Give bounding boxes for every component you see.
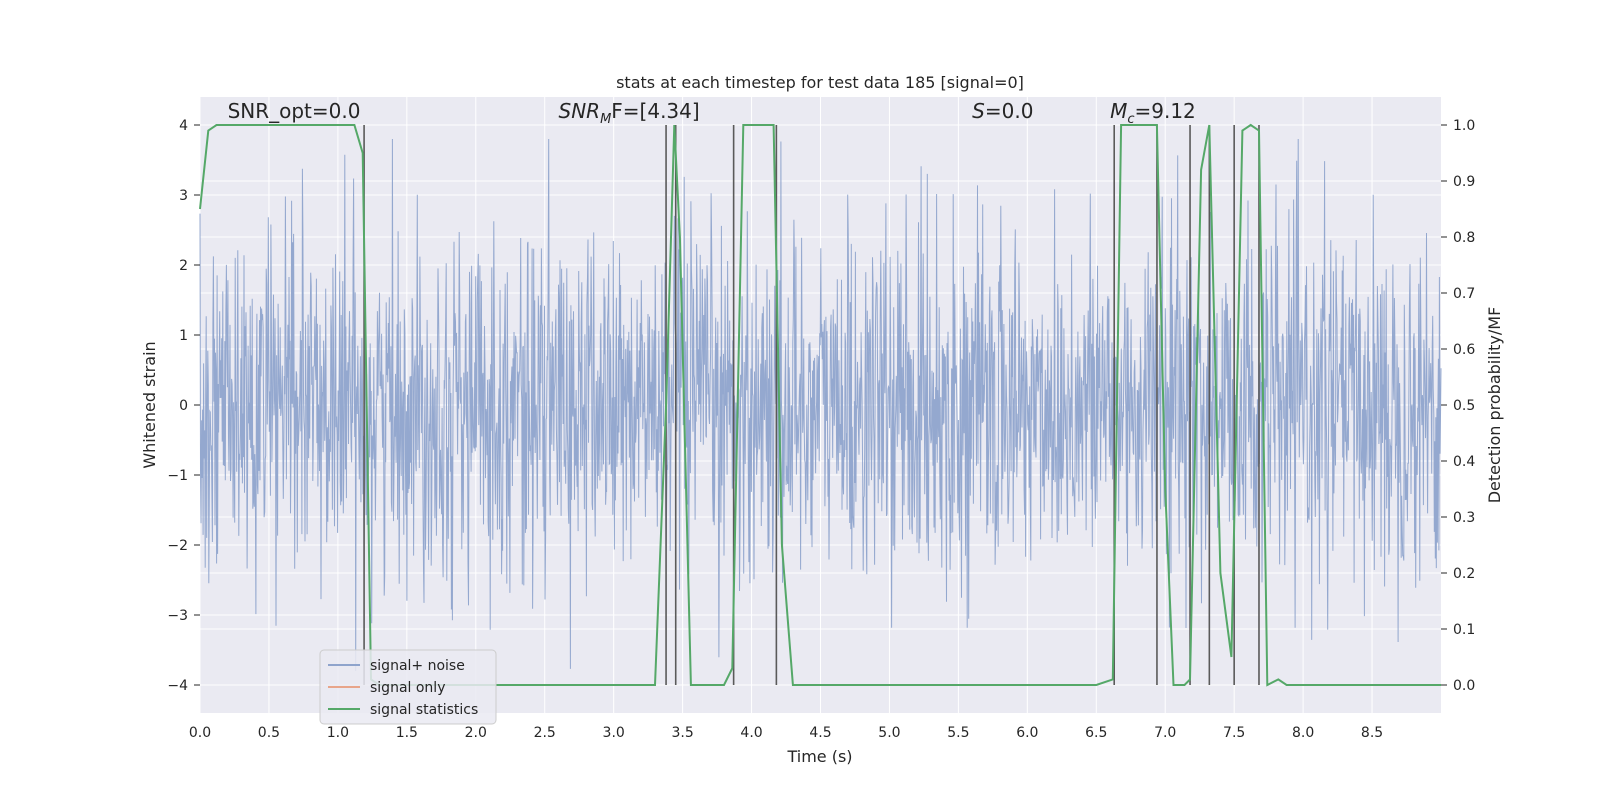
y2-tick-label: 0.8	[1453, 230, 1475, 246]
x-tick-label: 4.5	[809, 725, 831, 741]
x-tick-label: 7.5	[1223, 725, 1245, 741]
x-tick-label: 1.5	[396, 725, 418, 741]
legend: signal+ noise signal only signal statist…	[319, 649, 497, 725]
chart-title: stats at each timestep for test data 185…	[616, 73, 1024, 92]
y2-tick-label: 0.9	[1453, 174, 1475, 190]
y2-axis-label: Detection probability/MF	[1485, 307, 1504, 504]
legend-label-signal-only: signal only	[370, 680, 445, 696]
statistics-line	[199, 123, 1441, 687]
x-tick-label: 5.5	[947, 725, 969, 741]
legend-label-signal-plus-noise: signal+ noise	[370, 658, 465, 674]
x-tick-label: 8.5	[1361, 725, 1383, 741]
x-tick-label: 2.0	[465, 725, 487, 741]
y2-tick-label: 0.3	[1453, 510, 1475, 526]
x-axis-ticks: 0.0 0.5 1.0 1.5 2.0 2.5 3.0 3.5 4.0 4.5 5.0 5.5 6.0 6…	[189, 725, 1383, 741]
x-tick-label: 6.0	[1016, 725, 1038, 741]
y2-tick-label: 0.5	[1453, 398, 1475, 414]
y2-tick-label: 0.4	[1453, 454, 1475, 470]
annotation-text: SNR_opt=0.0	[228, 99, 361, 123]
annotation-text: SNRMF=[4.34]	[559, 99, 700, 127]
y-tick-label: 0	[179, 398, 188, 414]
x-axis-label: Time (s)	[786, 747, 852, 766]
x-tick-label: 4.0	[740, 725, 762, 741]
y-tick-label: 2	[179, 258, 188, 274]
y-axis-ticks: −4 −3 −2 −1 0 1 2 3 4	[167, 118, 200, 694]
y2-tick-label: 0.2	[1453, 566, 1475, 582]
x-tick-label: 3.5	[671, 725, 693, 741]
y2-tick-label: 0.6	[1453, 342, 1475, 358]
x-tick-label: 3.0	[603, 725, 625, 741]
x-tick-label: 0.0	[189, 725, 211, 741]
y2-axis-ticks: 0.0 0.1 0.2 0.3 0.4 0.5 0.6 0.7 0.8 0.9 1.0	[1441, 118, 1475, 694]
y-tick-label: 3	[179, 188, 188, 204]
series-signal-statistics	[199, 123, 1441, 687]
y2-tick-label: 0.1	[1453, 622, 1475, 638]
y-axis-label: Whitened strain	[140, 341, 159, 468]
x-tick-label: 6.5	[1085, 725, 1107, 741]
y-tick-label: −4	[167, 678, 188, 694]
legend-box	[319, 649, 497, 725]
y-tick-label: 1	[179, 328, 188, 344]
x-tick-label: 5.0	[878, 725, 900, 741]
y-tick-label: −3	[167, 608, 188, 624]
x-tick-label: 1.0	[327, 725, 349, 741]
y-tick-label: −1	[167, 468, 188, 484]
y-tick-label: 4	[179, 118, 188, 134]
y2-tick-label: 1.0	[1453, 118, 1475, 134]
annotations: SNR_opt=0.0 SNRMF=[4.34] S=0.0 Mc=9.12	[228, 99, 1196, 127]
y2-tick-label: 0.0	[1453, 678, 1475, 694]
x-tick-label: 8.0	[1292, 725, 1314, 741]
y-tick-label: −2	[167, 538, 188, 554]
legend-label-signal-statistics: signal statistics	[370, 702, 478, 718]
x-tick-label: 2.5	[534, 725, 556, 741]
x-tick-label: 7.0	[1154, 725, 1176, 741]
y2-tick-label: 0.7	[1453, 286, 1475, 302]
annotation-text: Mc=9.12	[1110, 99, 1196, 127]
x-tick-label: 0.5	[258, 725, 280, 741]
annotation-text: S=0.0	[972, 99, 1033, 123]
